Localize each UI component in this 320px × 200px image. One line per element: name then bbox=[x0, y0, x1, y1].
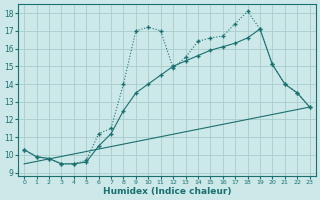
X-axis label: Humidex (Indice chaleur): Humidex (Indice chaleur) bbox=[103, 187, 231, 196]
